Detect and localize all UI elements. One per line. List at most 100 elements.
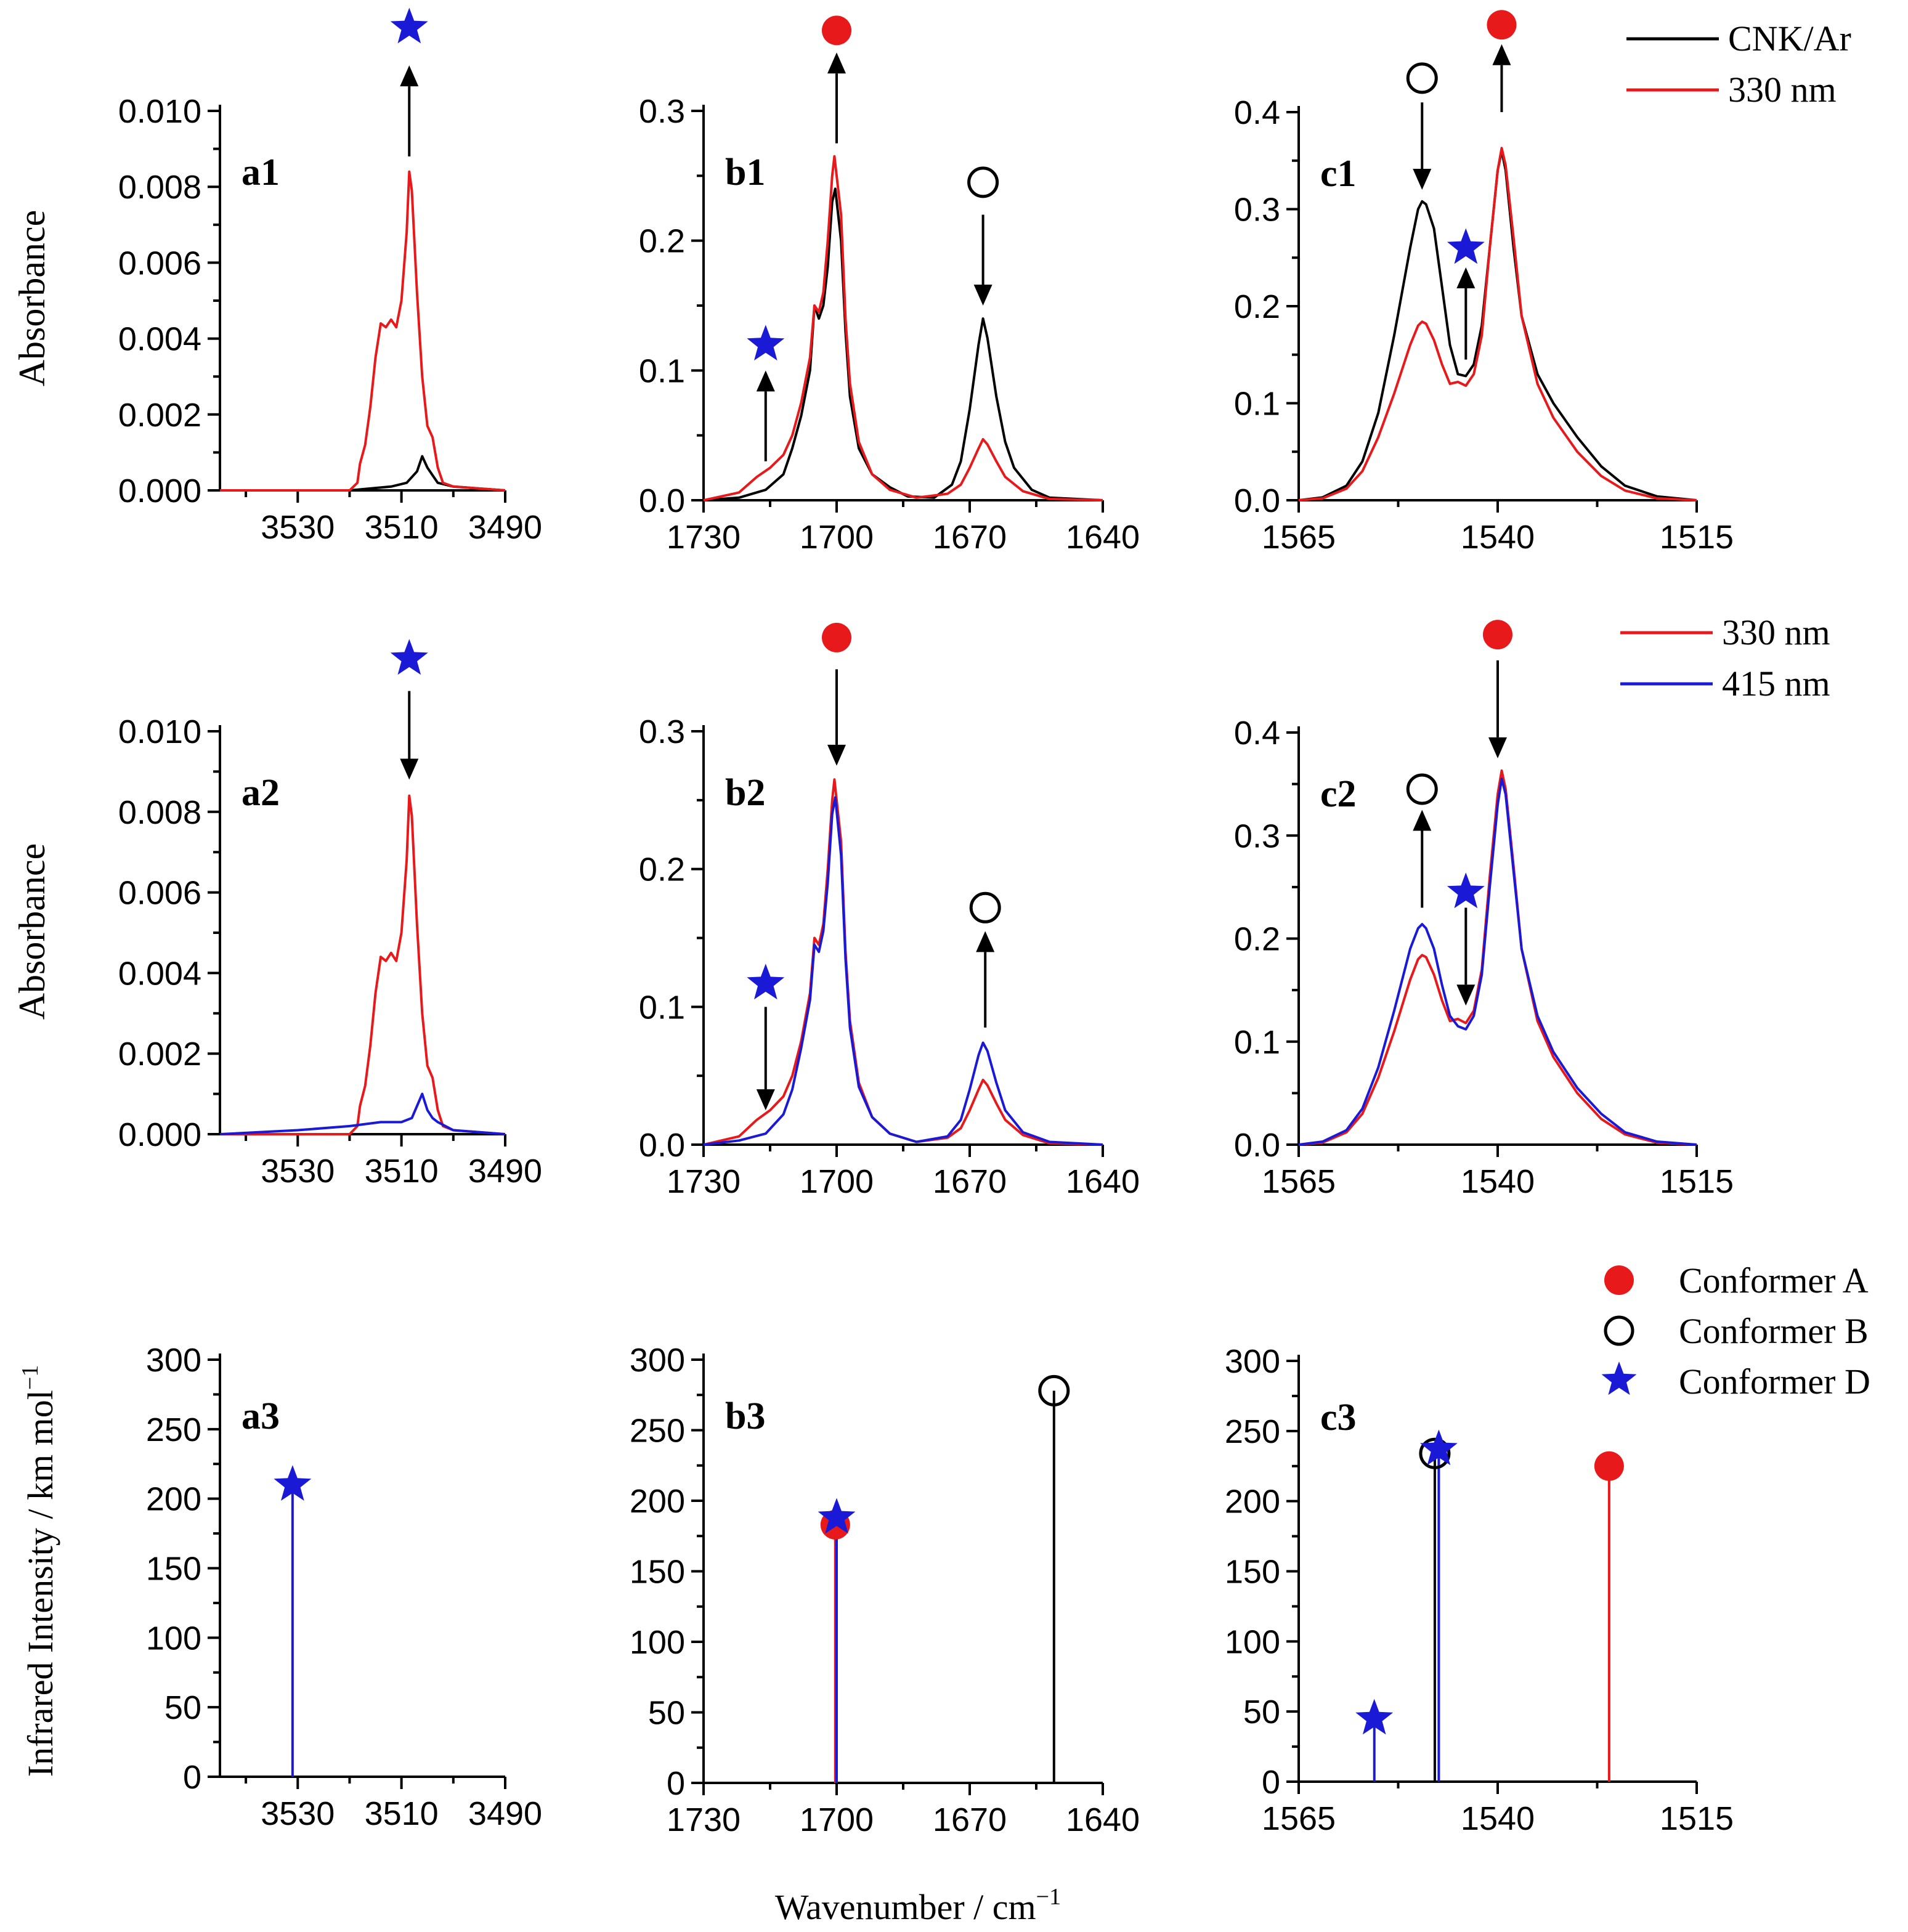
c3-stem-0-star-marker xyxy=(1355,1699,1394,1735)
c1-ytick-label-3: 0.3 xyxy=(1234,192,1280,229)
c3-xtick-label-1: 1540 xyxy=(1461,1800,1535,1837)
c3-ytick-label-4: 200 xyxy=(1225,1484,1280,1520)
b3-ytick-label-1: 50 xyxy=(648,1695,685,1732)
c2-ytick-label-0: 0.0 xyxy=(1234,1127,1280,1164)
b2-ytick-label-1: 0.1 xyxy=(639,989,685,1026)
legend-row2: 330 nm 415 nm xyxy=(1620,612,1830,704)
b3-ytick-label-5: 250 xyxy=(630,1413,685,1450)
c2-annotation-0-open-circle-marker xyxy=(1406,773,1438,805)
c1-xtick-label-2: 1515 xyxy=(1660,519,1734,556)
b1-series-0-line xyxy=(703,187,1103,501)
panel-c2: 0.0 0.1 0.2 0.3 0.4 1565 1540 1515 c2 xyxy=(1234,620,1734,1200)
c3-stem-2-star-marker xyxy=(1420,1429,1458,1466)
legend-row1-label-2: 330 nm xyxy=(1728,70,1837,110)
c1-arrow-0-head xyxy=(1413,169,1432,190)
b1-annotation-1-open-circle-marker xyxy=(967,166,999,198)
legend-row3-star-shape xyxy=(1601,1362,1637,1395)
panel-c1: 0.0 0.1 0.2 0.3 0.4 1565 1540 1515 c1 xyxy=(1234,10,1734,556)
a3-stem-0-star-marker xyxy=(274,1465,312,1501)
legend-row3-marker-d xyxy=(1601,1362,1637,1395)
a2-xtick-label-0: 3530 xyxy=(261,1153,335,1190)
a2-ytick-label-4: 0.008 xyxy=(118,794,201,831)
c3-stem-1-open-circle-marker xyxy=(1419,1437,1451,1469)
c2-xtick-label-2: 1515 xyxy=(1660,1163,1734,1200)
panel-b1: 0.0 0.1 0.2 0.3 1730 1700 1670 1640 b1 xyxy=(639,15,1140,556)
b1-xtick-label-3: 1640 xyxy=(1066,519,1140,556)
b2-annotation-0-filled-circle-marker xyxy=(822,622,851,652)
a1-xtick-label-2: 3490 xyxy=(468,509,542,546)
c1-ytick-label-2: 0.2 xyxy=(1234,288,1280,325)
b2-arrow-2-head xyxy=(756,1089,775,1111)
a2-ytick-label-5: 0.010 xyxy=(118,713,201,750)
c1-ytick-label-4: 0.4 xyxy=(1234,94,1280,131)
panel-b3: 0 50 100 150 200 250 300 1730 1700 1670 1640 b3 xyxy=(630,1342,1140,1838)
panel-a1: 0.000 0.002 0.004 0.006 0.008 0.010 3530 3510 34… xyxy=(118,7,542,546)
b2-ytick-label-0: 0.0 xyxy=(639,1127,685,1164)
a2-ytick-label-1: 0.002 xyxy=(118,1036,201,1073)
a2-arrow-0-head xyxy=(400,758,419,780)
b1-ytick-label-1: 0.1 xyxy=(639,352,685,389)
a1-ytick-label-5: 0.010 xyxy=(118,93,201,130)
b2-annotation-1-open-circle-marker xyxy=(969,891,1001,923)
a2-annotation-0-star-marker xyxy=(390,639,428,675)
y-axis-label-row3-main: Infrared Intensity / km mol xyxy=(20,1390,60,1777)
legend-row3-label-d: Conformer D xyxy=(1679,1362,1870,1402)
c1-xtick-label-1: 1540 xyxy=(1461,519,1535,556)
a2-ytick-label-3: 0.006 xyxy=(118,875,201,912)
a1-series-1-line xyxy=(220,170,506,492)
c3-ytick-label-5: 250 xyxy=(1225,1413,1280,1450)
a3-xtick-label-0: 3530 xyxy=(261,1795,335,1832)
c2-series-0-line xyxy=(1298,769,1697,1146)
x-axis-label: Wavenumber / cm−1 xyxy=(775,1884,1061,1927)
y-axis-label-row2: Absorbance xyxy=(12,843,52,1020)
b2-xtick-label-3: 1640 xyxy=(1066,1163,1140,1200)
a2-xtick-label-1: 3510 xyxy=(365,1153,439,1190)
a3-ytick-label-1: 50 xyxy=(164,1689,201,1726)
b2-xtick-label-2: 1670 xyxy=(933,1163,1007,1200)
c2-ytick-label-2: 0.2 xyxy=(1234,921,1280,958)
b2-arrow-1-head xyxy=(976,931,995,952)
b3-panel-label: b3 xyxy=(725,1395,765,1437)
b1-xtick-label-2: 1670 xyxy=(933,519,1007,556)
b3-ytick-label-4: 200 xyxy=(630,1483,685,1520)
b3-ytick-label-0: 0 xyxy=(667,1765,685,1802)
a1-ytick-label-3: 0.006 xyxy=(118,245,201,282)
a1-ytick-label-0: 0.000 xyxy=(118,473,201,509)
a1-ytick-label-1: 0.002 xyxy=(118,397,201,434)
c2-annotation-1-filled-circle-marker xyxy=(1483,620,1512,650)
b2-ytick-label-2: 0.2 xyxy=(639,851,685,888)
c3-xtick-label-0: 1565 xyxy=(1262,1800,1336,1837)
b1-ytick-label-3: 0.3 xyxy=(639,93,685,130)
b2-series-1-line xyxy=(703,796,1103,1146)
c1-annotation-1-filled-circle-marker xyxy=(1487,10,1517,40)
c1-annotation-0-open-circle-marker xyxy=(1406,62,1438,94)
a1-xtick-label-1: 3510 xyxy=(365,509,439,546)
b1-series-1-line xyxy=(703,155,1103,501)
b1-arrow-1-head xyxy=(973,285,993,306)
b1-arrow-0-head xyxy=(827,52,846,74)
b3-ytick-label-2: 100 xyxy=(630,1624,685,1661)
panel-a3: 0 50 100 150 200 250 300 3530 3510 3490 a3 xyxy=(146,1342,542,1832)
c2-xtick-label-1: 1540 xyxy=(1461,1163,1535,1200)
c3-ytick-label-6: 300 xyxy=(1225,1343,1280,1380)
y-axis-label-row3: Infrared Intensity / km mol−1 xyxy=(17,1365,60,1777)
legend-row3-label-a: Conformer A xyxy=(1679,1260,1869,1301)
c3-ytick-label-1: 50 xyxy=(1243,1694,1280,1731)
b3-xtick-label-3: 1640 xyxy=(1066,1801,1140,1838)
b2-xtick-label-1: 1700 xyxy=(800,1163,874,1200)
b1-ytick-label-0: 0.0 xyxy=(639,482,685,519)
x-axis-label-main: Wavenumber / cm xyxy=(775,1887,1036,1927)
a1-annotation-0-star-marker xyxy=(390,7,428,44)
a2-panel-label: a2 xyxy=(242,772,280,814)
c2-xtick-label-0: 1565 xyxy=(1262,1163,1336,1200)
legend-row2-label-1: 330 nm xyxy=(1722,612,1830,652)
b1-arrow-2-head xyxy=(756,370,775,392)
a3-ytick-label-2: 100 xyxy=(146,1620,201,1657)
b1-annotation-2-star-marker xyxy=(747,325,785,361)
y-axis-label-row1: Absorbance xyxy=(12,210,52,387)
a3-ytick-label-0: 0 xyxy=(183,1759,201,1796)
b1-panel-label: b1 xyxy=(725,152,765,193)
c1-ytick-label-0: 0.0 xyxy=(1234,482,1280,519)
c1-panel-label: c1 xyxy=(1320,153,1357,195)
panel-c3: 0 50 100 150 200 250 300 1565 1540 1515 c3 xyxy=(1225,1343,1734,1837)
